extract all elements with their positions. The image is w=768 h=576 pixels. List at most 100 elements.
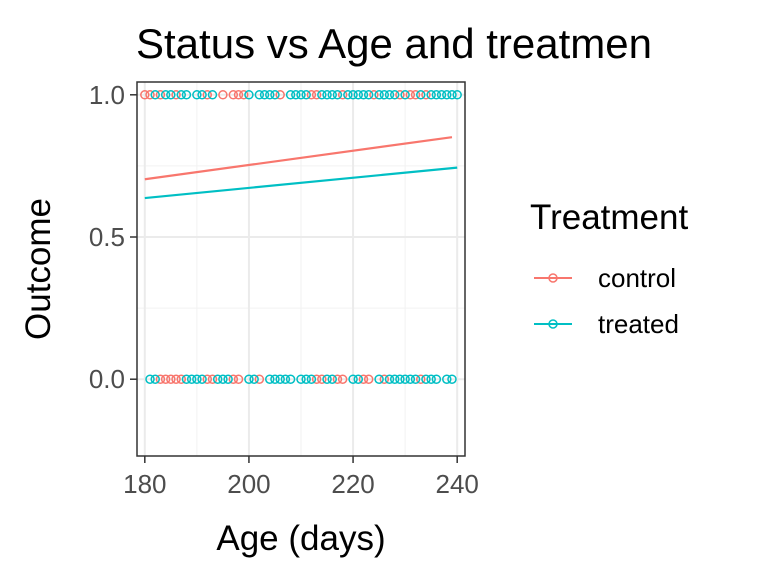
x-tick-label: 220 bbox=[331, 469, 374, 499]
legend-key-point bbox=[548, 319, 558, 329]
point-control bbox=[395, 90, 405, 100]
legend-item-treated: treated bbox=[534, 309, 679, 339]
point-control bbox=[363, 374, 374, 384]
point-control bbox=[337, 374, 348, 384]
point-treated bbox=[363, 90, 374, 100]
point-treated bbox=[207, 90, 218, 100]
point-control bbox=[379, 374, 390, 384]
point-treated bbox=[447, 90, 457, 100]
point-treated bbox=[343, 90, 353, 100]
legend-item-control: control bbox=[534, 263, 676, 293]
point-treated bbox=[384, 90, 395, 100]
y-axis-label: Outcome bbox=[19, 198, 58, 340]
point-control bbox=[207, 374, 218, 384]
point-treated bbox=[244, 374, 254, 384]
y-axis: 0.0 0.5 1.0 bbox=[89, 80, 137, 394]
point-treated bbox=[353, 374, 364, 384]
point-treated bbox=[415, 90, 426, 100]
point-control bbox=[228, 374, 239, 384]
point-control bbox=[311, 374, 322, 384]
point-treated bbox=[348, 374, 358, 384]
legend: Treatment control treated bbox=[530, 198, 688, 339]
point-control bbox=[421, 90, 431, 100]
point-control bbox=[337, 90, 348, 100]
point-control bbox=[306, 90, 317, 100]
point-control bbox=[202, 374, 213, 384]
point-treated bbox=[285, 374, 296, 384]
point-control bbox=[160, 374, 171, 384]
point-treated bbox=[389, 90, 400, 100]
point-control bbox=[233, 374, 244, 384]
x-tick-label: 240 bbox=[435, 469, 478, 499]
legend-key-point bbox=[548, 273, 558, 283]
point-treated bbox=[431, 90, 442, 100]
point-treated bbox=[400, 90, 410, 100]
trend-line-treated bbox=[144, 166, 458, 200]
point-treated bbox=[291, 90, 301, 100]
point-control bbox=[405, 90, 416, 100]
point-treated bbox=[270, 90, 280, 100]
point-treated bbox=[265, 374, 275, 384]
point-treated bbox=[181, 374, 192, 384]
point-control bbox=[202, 90, 213, 100]
point-treated bbox=[410, 374, 421, 384]
point-treated bbox=[212, 374, 223, 384]
point-treated bbox=[436, 90, 447, 100]
point-control bbox=[176, 374, 187, 384]
chart-title: Status vs Age and treatmen bbox=[136, 20, 652, 67]
point-treated bbox=[296, 374, 306, 384]
point-treated bbox=[301, 374, 311, 384]
point-treated bbox=[348, 90, 358, 100]
point-control bbox=[275, 90, 285, 100]
point-treated bbox=[197, 374, 207, 384]
point-treated bbox=[265, 90, 275, 100]
point-treated bbox=[332, 90, 343, 100]
point-treated bbox=[322, 90, 332, 100]
trend-lines bbox=[144, 136, 458, 200]
point-treated bbox=[160, 90, 171, 100]
point-treated bbox=[452, 90, 462, 100]
point-treated bbox=[389, 374, 400, 384]
point-treated bbox=[379, 90, 390, 100]
point-control bbox=[369, 90, 379, 100]
point-treated bbox=[218, 374, 228, 384]
point-treated bbox=[447, 374, 457, 384]
point-control bbox=[171, 90, 181, 100]
point-control bbox=[317, 374, 327, 384]
legend-title: Treatment bbox=[530, 198, 688, 237]
point-treated bbox=[301, 90, 311, 100]
x-tick-label: 200 bbox=[227, 469, 270, 499]
point-treated bbox=[353, 90, 364, 100]
point-control bbox=[155, 374, 166, 384]
point-treated bbox=[275, 374, 285, 384]
point-treated bbox=[426, 90, 436, 100]
x-axis-label: Age (days) bbox=[216, 519, 385, 558]
point-treated bbox=[426, 374, 436, 384]
point-treated bbox=[358, 90, 369, 100]
point-treated bbox=[322, 374, 332, 384]
point-treated bbox=[223, 374, 233, 384]
point-treated bbox=[327, 90, 337, 100]
point-treated bbox=[374, 374, 384, 384]
point-treated bbox=[374, 90, 384, 100]
point-control bbox=[140, 90, 150, 100]
point-control bbox=[410, 90, 421, 100]
point-treated bbox=[280, 374, 291, 384]
point-treated bbox=[306, 374, 317, 384]
point-control bbox=[145, 90, 155, 100]
point-treated bbox=[150, 90, 160, 100]
point-treated bbox=[192, 374, 202, 384]
point-treated bbox=[285, 90, 296, 100]
point-treated bbox=[186, 374, 197, 384]
point-control bbox=[358, 374, 369, 384]
point-treated bbox=[249, 374, 259, 384]
legend-items: control treated bbox=[534, 263, 679, 339]
point-control bbox=[228, 90, 239, 100]
point-treated bbox=[405, 374, 416, 384]
point-control bbox=[171, 374, 181, 384]
y-tick-label: 0.5 bbox=[89, 222, 125, 252]
point-control bbox=[238, 90, 249, 100]
point-control bbox=[218, 90, 228, 100]
point-treated bbox=[166, 90, 176, 100]
